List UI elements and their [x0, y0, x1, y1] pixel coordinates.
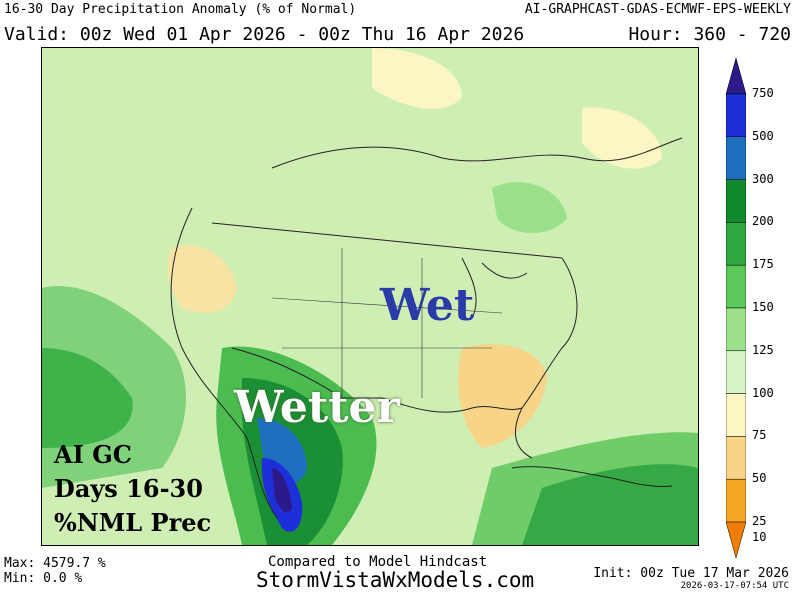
legend-swatch: [726, 350, 746, 394]
brand-line-1: AI GC: [54, 440, 132, 469]
legend-swatch: [726, 222, 746, 266]
mexico-max-wet-region: [272, 468, 292, 513]
legend-swatch: [726, 478, 746, 523]
legend-label: 750: [752, 86, 774, 100]
great-lakes-outline: [461, 257, 528, 319]
init-time: Init: 00z Tue 17 Mar 2026: [593, 566, 789, 581]
legend-label: 100: [752, 385, 774, 400]
legend-swatch: [726, 436, 746, 480]
model-description-block: AI GC Days 16-30 %NML Prec: [54, 438, 211, 540]
legend-swatch-bottom-arrow: [726, 521, 746, 558]
legend-swatch: [726, 93, 746, 138]
caribbean-islands-outline: [511, 466, 673, 487]
legend-label: 10: [752, 530, 767, 544]
precip-anomaly-map: Wet Wetter AI GC Days 16-30 %NML Prec: [41, 47, 699, 546]
legend-label: 125: [752, 342, 774, 357]
canada-coastline: [271, 137, 683, 169]
wet-label: Wet: [380, 280, 475, 331]
legend-label: 500: [752, 128, 774, 143]
caribbean-wetter-region: [522, 464, 698, 545]
legend-label: 150: [752, 300, 774, 314]
legend-swatch: [726, 307, 746, 352]
legend-label: 300: [752, 171, 774, 186]
min-value: Min: 0.0 %: [4, 571, 83, 586]
pacific-wetter-region: [42, 348, 133, 448]
state-borders: [271, 248, 503, 398]
comparison-note: Compared to Model Hindcast: [268, 554, 488, 570]
model-name: AI-GRAPHCAST-GDAS-ECMWF-EPS-WEEKLY: [524, 2, 791, 17]
brand-line-3: %NML Prec: [54, 508, 212, 537]
legend-swatch: [726, 136, 746, 180]
max-value: Max: 4579.7 %: [4, 556, 106, 571]
canada-wet-region: [492, 182, 567, 233]
legend-swatch: [726, 264, 746, 309]
legend-label: 50: [752, 471, 767, 486]
map-canvas: [42, 48, 698, 545]
east-coastline: [514, 257, 578, 459]
legend-swatch-top-arrow: [726, 58, 746, 95]
map-title: 16-30 Day Precipitation Anomaly (% of No…: [4, 2, 357, 17]
forecast-hours: Hour: 360 - 720: [628, 24, 791, 45]
gulf-coastline: [381, 397, 523, 413]
us-mexico-border: [231, 347, 382, 399]
generated-timestamp: 2026-03-17-07:54 UTC: [680, 581, 789, 591]
color-legend: [726, 58, 746, 558]
west-dry-region: [167, 245, 237, 313]
legend-swatch: [726, 393, 746, 437]
southeast-dry-region: [458, 344, 547, 448]
legend-swatch: [726, 179, 746, 223]
legend-label: 25: [752, 514, 767, 528]
wetter-label: Wetter: [234, 382, 400, 433]
legend-label: 175: [752, 257, 774, 272]
north-dry-region: [372, 48, 462, 109]
valid-period: Valid: 00z Wed 01 Apr 2026 - 00z Thu 16 …: [4, 24, 525, 45]
brand-line-2: Days 16-30: [54, 474, 203, 503]
website-link[interactable]: StormVistaWxModels.com: [256, 568, 535, 592]
us-canada-border: [211, 222, 563, 259]
legend-label: 75: [752, 428, 767, 443]
west-coastline: [170, 207, 278, 519]
legend-label: 200: [752, 214, 774, 229]
